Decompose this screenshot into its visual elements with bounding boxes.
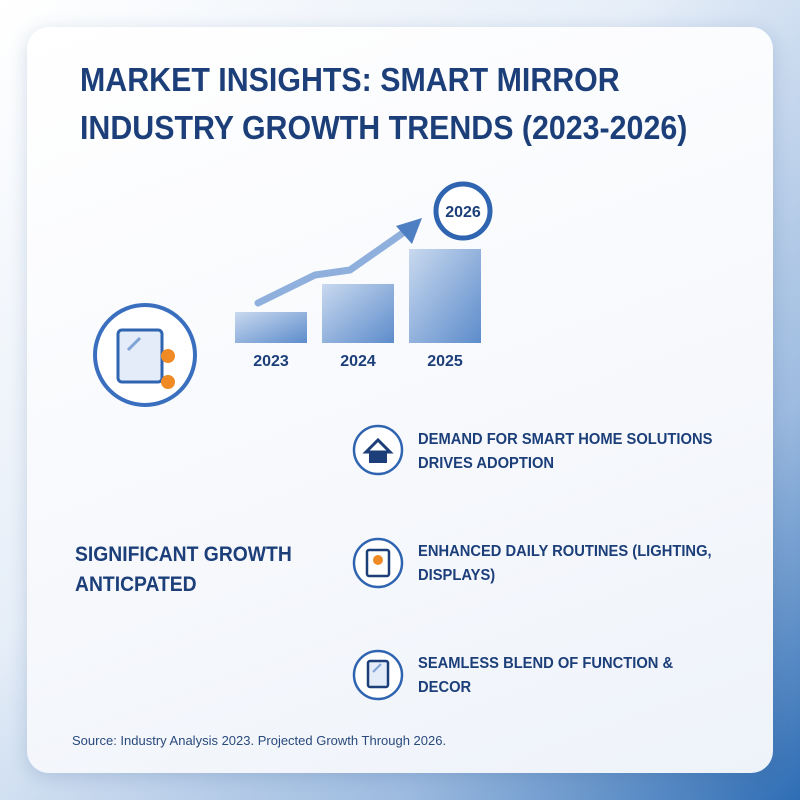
highlight: SIGNIFICANT GROWTH ANTICPATED <box>75 543 292 596</box>
bar <box>235 312 307 343</box>
insight-text: ENHANCED DAILY ROUTINES (LIGHTING, DISPL… <box>418 543 712 584</box>
source-note: Source: Industry Analysis 2023. Projecte… <box>72 733 447 748</box>
trend-arrow <box>254 224 414 307</box>
year-label: 2024 <box>340 353 376 370</box>
mirror-icon-dot <box>161 375 175 389</box>
mirror-icon-dot <box>161 349 175 363</box>
insight-text: SEAMLESS BLEND OF FUNCTION & DECOR <box>418 655 674 696</box>
bar <box>409 249 481 343</box>
insight-icon <box>352 424 404 476</box>
mirror-icon-frame <box>116 328 164 384</box>
insight-icon <box>352 537 404 589</box>
insight-text: DEMAND FOR SMART HOME SOLUTIONS DRIVES A… <box>418 431 713 472</box>
year-label: 2025 <box>427 353 463 370</box>
target-circle <box>433 181 493 241</box>
title: MARKET INSIGHTS: SMART MIRROR INDUSTRY G… <box>80 61 688 146</box>
bar <box>322 284 394 343</box>
target-year: 2026 <box>445 204 481 221</box>
arrow-head <box>396 218 422 244</box>
insight-icon <box>352 649 404 701</box>
mirror-icon-shine <box>126 336 142 352</box>
year-label: 2023 <box>253 353 289 370</box>
